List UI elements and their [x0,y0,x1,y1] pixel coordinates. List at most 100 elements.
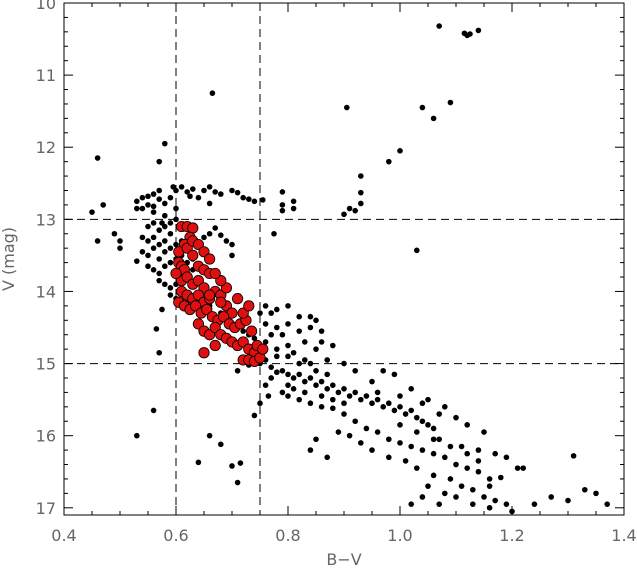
black-star-point [170,184,176,190]
black-star-point [481,494,487,500]
black-star-point [475,458,482,464]
black-star-point [156,256,162,262]
black-star-point [229,463,235,469]
black-star-point [307,447,314,453]
black-star-point [237,460,244,466]
black-star-point [296,396,303,403]
black-star-point [386,400,392,407]
black-star-point [173,205,179,212]
black-star-point [257,310,263,316]
black-star-point [117,245,123,251]
black-star-point [111,230,118,237]
black-star-point [346,393,353,399]
black-star-point [391,407,398,414]
y-tick-label: 14 [36,282,56,301]
black-star-point [201,187,207,194]
black-star-point [397,148,403,154]
black-star-point [307,324,314,331]
black-star-point [436,411,443,417]
red-star-point [204,253,216,265]
axis-ticks [64,3,624,515]
black-star-point [335,389,342,396]
black-star-point [173,216,179,223]
black-star-point [218,232,224,239]
black-star-point [481,429,487,435]
black-star-point [223,238,230,244]
y-tick-label: 15 [36,355,56,374]
black-star-point [341,211,347,218]
black-star-point [464,465,471,471]
black-star-point [156,277,162,284]
x-tick-label: 0.8 [275,526,300,545]
red-star-point [187,222,199,234]
black-star-point [430,425,437,432]
black-star-point [218,441,224,448]
black-star-point [442,454,448,461]
black-star-point [352,418,359,425]
black-star-point [290,375,297,381]
black-star-point [414,465,420,471]
black-star-point [279,207,286,214]
black-star-point [475,27,482,34]
red-star-point [209,267,221,280]
black-star-point [262,303,269,309]
black-star-point [167,292,174,298]
x-tick-label: 0.4 [51,526,76,545]
black-star-point [296,360,303,367]
black-star-point [150,220,157,226]
black-star-point [447,443,454,450]
black-star-point [352,207,359,214]
black-star-point [150,209,157,215]
red-star-point [215,296,227,308]
black-star-point [352,367,359,374]
black-star-point [425,422,431,428]
black-star-point [94,155,101,161]
black-star-point [531,501,538,507]
black-star-point [246,196,252,202]
black-star-point [265,393,272,399]
black-star-point [419,418,426,425]
black-star-point [386,158,392,165]
black-star-point [341,411,347,417]
black-star-point [302,378,308,385]
black-star-point [206,230,213,237]
red-star-point [257,343,269,355]
x-tick-label: 1.0 [387,526,412,545]
black-star-point [162,248,168,255]
black-star-point [302,389,308,396]
black-star-point [212,225,218,231]
black-star-point [268,364,275,370]
black-star-point [201,234,207,241]
black-star-point [156,349,162,356]
black-star-point [363,393,370,399]
black-star-point [139,248,146,255]
y-tick-label: 12 [36,138,56,157]
red-star-point [204,289,216,301]
black-star-point [150,203,157,210]
black-star-point [386,436,392,443]
black-star-point [139,194,146,201]
black-star-point [335,429,342,435]
black-star-point [290,198,297,205]
black-star-point [386,454,392,461]
black-star-point [397,440,403,446]
black-star-point [352,389,359,396]
black-star-point [296,371,303,378]
black-star-point [458,483,465,489]
black-star-point [548,494,554,500]
black-star-point [475,468,482,475]
black-star-point [358,200,364,207]
black-star-point [100,202,106,208]
black-star-point [134,432,140,439]
black-star-point [262,339,269,345]
black-star-point [604,501,610,507]
black-star-point [408,407,415,414]
black-star-point [167,230,174,237]
black-star-point [156,158,162,165]
black-star-point [374,429,381,435]
black-star-point [134,205,140,212]
y-tick-label: 10 [36,0,56,13]
black-star-point [363,425,370,432]
black-star-point [167,259,174,266]
